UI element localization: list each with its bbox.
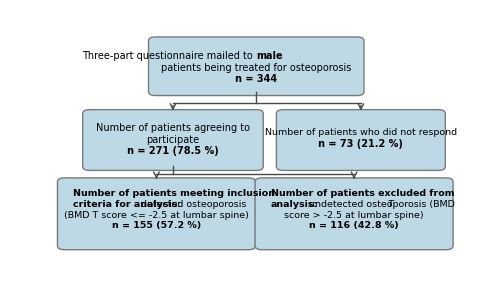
FancyBboxPatch shape [148,37,364,96]
Text: Number of patients agreeing to: Number of patients agreeing to [96,123,250,133]
Text: detected osteoporosis: detected osteoporosis [138,200,246,209]
Text: Number of patients excluded from: Number of patients excluded from [270,190,454,198]
Text: participate: participate [146,135,200,145]
FancyBboxPatch shape [82,110,263,170]
Text: T: T [388,200,394,209]
Text: analysis:: analysis: [270,200,318,209]
FancyBboxPatch shape [255,178,453,250]
Text: score > -2.5 at lumbar spine): score > -2.5 at lumbar spine) [284,210,424,220]
Text: criteria for analysis:: criteria for analysis: [73,200,181,209]
Text: n = 155 (57.2 %): n = 155 (57.2 %) [112,221,201,230]
Text: Number of patients who did not respond: Number of patients who did not respond [265,128,457,137]
FancyBboxPatch shape [58,178,256,250]
Text: patients being treated for osteoporosis: patients being treated for osteoporosis [161,63,352,73]
Text: male: male [256,51,283,61]
Text: n = 344: n = 344 [235,74,278,84]
FancyBboxPatch shape [276,110,446,170]
Text: undetected osteoporosis (BMD: undetected osteoporosis (BMD [306,200,458,209]
Text: n = 271 (78.5 %): n = 271 (78.5 %) [127,146,219,156]
Text: Three-part questionnaire mailed to: Three-part questionnaire mailed to [82,51,256,61]
Text: n = 73 (21.2 %): n = 73 (21.2 %) [318,138,404,148]
Text: Number of patients meeting inclusion: Number of patients meeting inclusion [73,190,275,198]
Text: (BMD T score <= -2.5 at lumbar spine): (BMD T score <= -2.5 at lumbar spine) [64,210,249,220]
Text: n = 116 (42.8 %): n = 116 (42.8 %) [309,221,399,230]
